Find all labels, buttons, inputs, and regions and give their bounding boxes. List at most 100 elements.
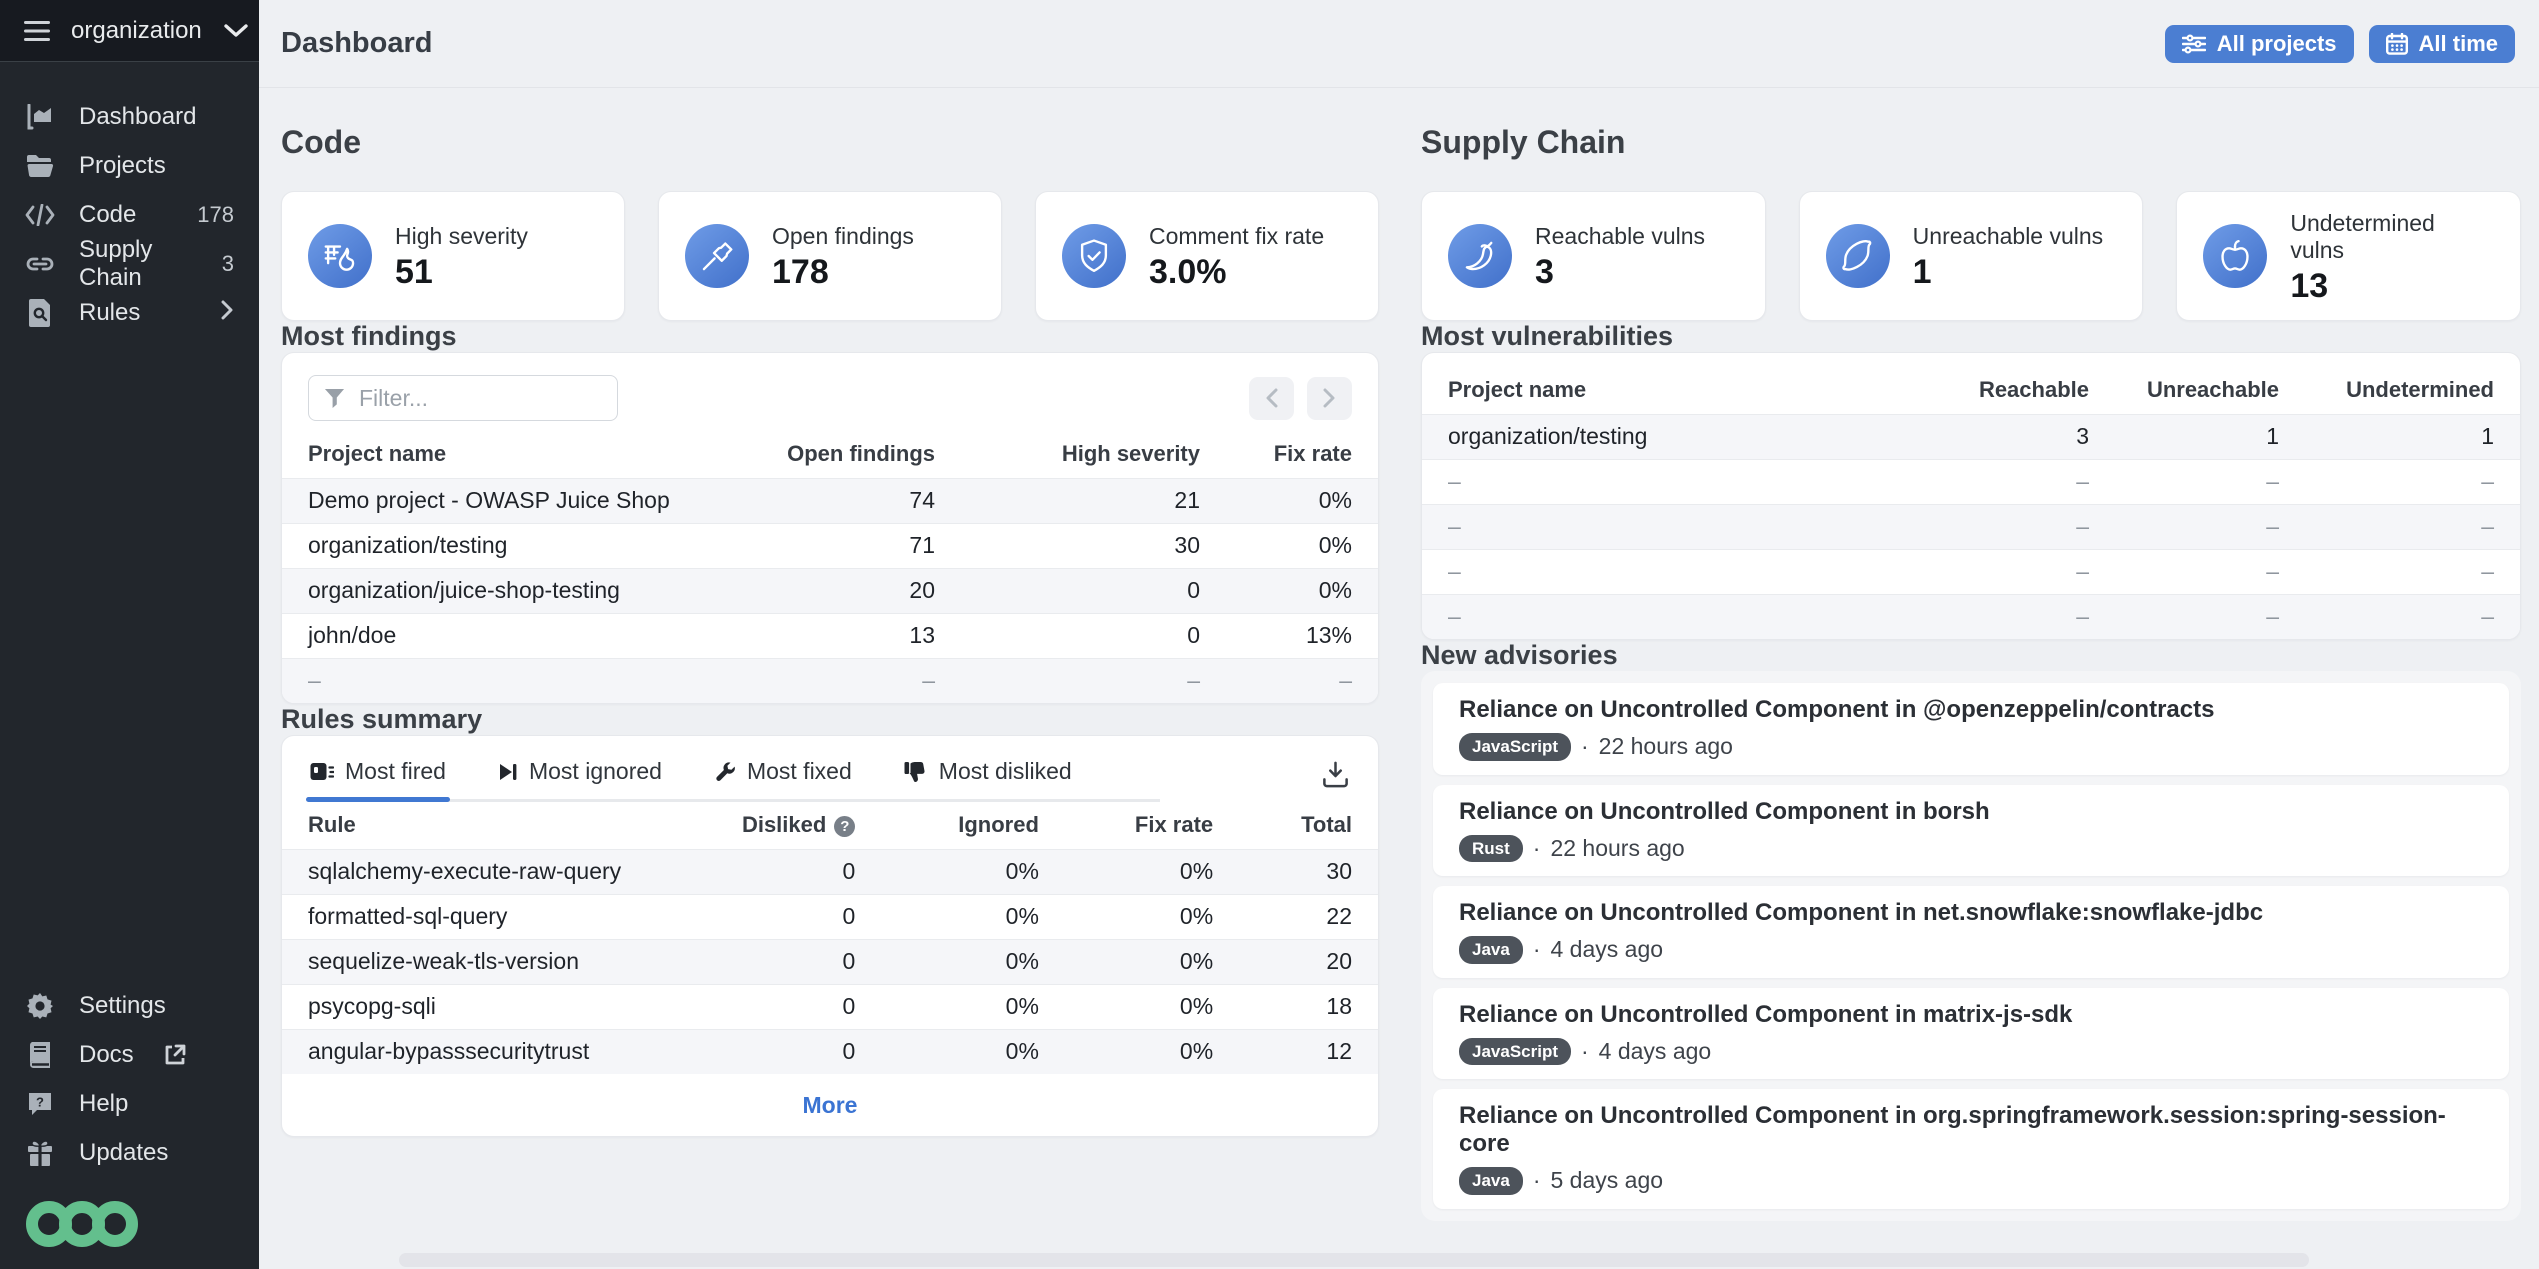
advisory-item[interactable]: Reliance on Uncontrolled Component in or…	[1433, 1089, 2509, 1209]
table-row[interactable]: sequelize-weak-tls-version 0 0% 0% 20	[282, 938, 1378, 984]
column-header: Fix rate	[1064, 802, 1240, 850]
advisory-item[interactable]: Reliance on Uncontrolled Component in ma…	[1433, 987, 2509, 1080]
filter-text-field[interactable]	[357, 383, 657, 413]
semgrep-logo	[0, 1177, 259, 1255]
tab-most-ignored[interactable]: Most ignored	[496, 756, 664, 799]
sidebar-item-rules[interactable]: Rules	[0, 288, 259, 337]
code-section: Code High severity 51	[281, 88, 1379, 1269]
stat-value: 3.0%	[1149, 253, 1227, 291]
stat-card-reachable-vulns[interactable]: Reachable vulns 3	[1421, 191, 1766, 321]
table-row: – – – –	[1422, 593, 2520, 639]
horizontal-scrollbar[interactable]	[399, 1253, 2309, 1267]
cell-value: 0%	[881, 938, 1065, 984]
download-csv-button[interactable]	[1319, 756, 1352, 796]
advisory-time: 22 hours ago	[1598, 733, 1733, 760]
stat-card-unreachable-vulns[interactable]: Unreachable vulns 1	[1798, 191, 2144, 321]
all-projects-filter-button[interactable]: All projects	[2164, 24, 2354, 63]
stat-label: High severity	[395, 223, 528, 249]
language-badge: JavaScript	[1459, 1037, 1571, 1066]
advisory-title: Reliance on Uncontrolled Component in ne…	[1459, 899, 2264, 927]
separator-dot: ·	[1581, 1037, 1589, 1064]
cell-value: 0%	[1226, 478, 1378, 523]
page-title: Dashboard	[281, 27, 433, 59]
advisory-item[interactable]: Reliance on Uncontrolled Component in bo…	[1433, 784, 2509, 877]
table-row: – – – –	[1422, 458, 2520, 504]
sidebar-item-projects[interactable]: Projects	[0, 141, 259, 190]
stat-label: Undetermined vulns	[2290, 209, 2435, 263]
help-icon[interactable]: ?	[834, 816, 856, 838]
cell-value: 1	[2115, 414, 2305, 459]
advisory-item[interactable]: Reliance on Uncontrolled Component in @o…	[1433, 683, 2509, 775]
new-advisories-panel: Reliance on Uncontrolled Component in @o…	[1421, 671, 2521, 1221]
fire-icon	[308, 224, 372, 288]
cell-value: –	[2305, 503, 2520, 549]
tab-most-fixed[interactable]: Most fixed	[712, 756, 854, 799]
table-row[interactable]: psycopg-sqli 0 0% 0% 18	[282, 983, 1378, 1029]
prev-page-button[interactable]	[1249, 376, 1294, 420]
cell-value: 20	[696, 567, 961, 613]
stat-card-comment-fix-rate[interactable]: Comment fix rate 3.0%	[1035, 191, 1379, 321]
table-row[interactable]: formatted-sql-query 0 0% 0% 22	[282, 893, 1378, 939]
most-findings-table: Project name Open findings High severity Fi…	[282, 431, 1378, 703]
cell-project-name: organization/testing	[282, 522, 696, 568]
cell-value: –	[2115, 548, 2305, 594]
table-row[interactable]: angular-bypasssecuritytrust 0 0% 0% 12	[282, 1028, 1378, 1074]
stat-label: Comment fix rate	[1149, 223, 1325, 249]
org-switcher[interactable]: organization	[0, 0, 259, 62]
next-page-button[interactable]	[1307, 376, 1352, 420]
column-header: Unreachable	[2115, 367, 2305, 415]
sidebar-item-label: Projects	[79, 151, 166, 179]
cell-value: 0%	[881, 1028, 1065, 1074]
tab-most-disliked[interactable]: Most disliked	[902, 756, 1074, 799]
column-header: Total	[1239, 802, 1378, 850]
cell-value: 21	[961, 478, 1226, 523]
sidebar-item-docs[interactable]: Docs	[0, 1030, 259, 1079]
folder-icon	[25, 154, 55, 178]
cell-value: –	[1910, 548, 2115, 594]
chili-pepper-icon	[1448, 224, 1512, 288]
sidebar-item-updates[interactable]: Updates	[0, 1128, 259, 1177]
rules-doc-icon	[25, 298, 55, 327]
rules-summary-card: Most fired Most ignored	[281, 735, 1379, 1137]
column-header: Open findings	[696, 431, 961, 479]
advisory-item[interactable]: Reliance on Uncontrolled Component in ne…	[1433, 886, 2509, 978]
cell-value: 22	[1239, 893, 1378, 939]
stat-card-high-severity[interactable]: High severity 51	[281, 191, 625, 321]
time-range-button[interactable]: All time	[2368, 24, 2515, 63]
code-stat-cards: High severity 51 Open findings 178	[281, 191, 1379, 321]
calendar-icon	[2385, 32, 2408, 55]
cell-value: 0%	[1064, 1028, 1240, 1074]
more-link[interactable]: More	[802, 1091, 858, 1118]
most-findings-title: Most findings	[281, 321, 457, 351]
sidebar-item-settings[interactable]: Settings	[0, 981, 259, 1030]
sidebar-item-supply-chain[interactable]: Supply Chain 3	[0, 236, 259, 291]
tab-most-fired[interactable]: Most fired	[306, 756, 450, 802]
stat-card-open-findings[interactable]: Open findings 178	[658, 191, 1002, 321]
sliders-icon	[2181, 33, 2206, 54]
hamburger-menu-icon[interactable]	[22, 20, 52, 42]
tab-label: Most ignored	[528, 758, 662, 784]
separator-dot: ·	[1532, 936, 1541, 963]
sidebar-item-dashboard[interactable]: Dashboard	[0, 92, 259, 141]
cell-value: 0	[647, 1028, 882, 1074]
stat-value: 13	[2290, 266, 2329, 305]
table-row[interactable]: organization/testing 3 1 1	[1422, 414, 2520, 459]
advisory-title: Reliance on Uncontrolled Component in @o…	[1459, 696, 2215, 723]
table-row[interactable]: sqlalchemy-execute-raw-query 0 0% 0% 30	[282, 849, 1378, 894]
table-row[interactable]: john/doe 13 0 13%	[282, 612, 1378, 658]
table-row[interactable]: Demo project - OWASP Juice Shop 74 21 0%	[282, 478, 1378, 523]
advisory-time: 4 days ago	[1550, 936, 1664, 963]
cell-value: 12	[1239, 1028, 1378, 1074]
cell-value: 0	[647, 893, 882, 939]
table-row[interactable]: organization/testing 71 30 0%	[282, 522, 1378, 568]
gift-icon	[25, 1139, 55, 1166]
filter-input[interactable]	[308, 375, 657, 421]
sidebar-item-help[interactable]: ? Help	[0, 1079, 259, 1128]
sidebar-footer: Settings Docs ? Help	[0, 981, 259, 1269]
table-row[interactable]: organization/juice-shop-testing 20 0 0%	[282, 567, 1378, 613]
supply-chain-stat-cards: Reachable vulns 3 Unreachable vulns 1	[1421, 191, 2522, 321]
sidebar-item-code[interactable]: Code 178	[0, 190, 259, 239]
most-vulnerabilities-card: Project name Reachable Unreachable Undeterm…	[1421, 352, 2521, 640]
stat-card-undetermined-vulns[interactable]: Undetermined vulns 13	[2176, 191, 2522, 321]
